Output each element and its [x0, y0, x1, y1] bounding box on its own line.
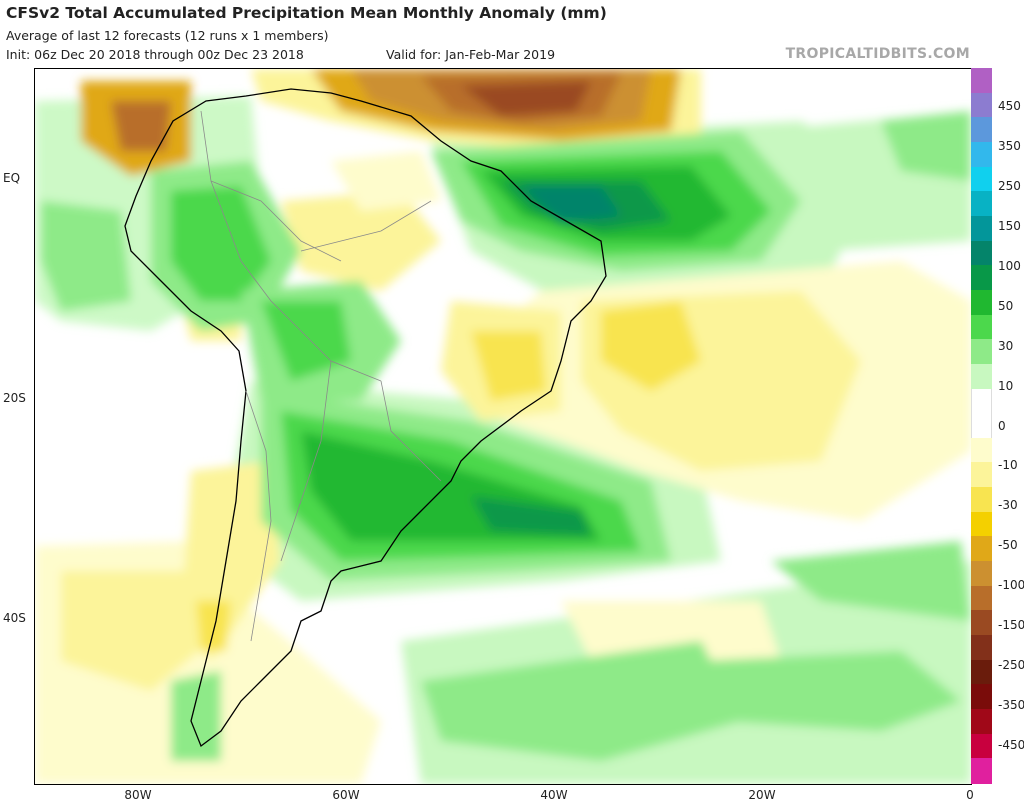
colorbar-label: -450: [998, 738, 1024, 752]
colorbar-segment: [971, 536, 992, 562]
map-title: CFSv2 Total Accumulated Precipitation Me…: [6, 4, 607, 22]
colorbar-segment: [971, 709, 992, 735]
coastlines: [124, 88, 607, 748]
colorbar-segment: [971, 561, 992, 587]
colorbar-segment: [971, 92, 992, 118]
colorbar-segment: [971, 659, 992, 685]
lon-label-0: 0: [966, 788, 974, 802]
colorbar-label: -10: [998, 458, 1018, 473]
valid-period: Valid for: Jan-Feb-Mar 2019: [386, 47, 556, 62]
colorbar-label: 350: [998, 138, 1021, 153]
colorbar-segment: [971, 733, 992, 759]
colorbar-label: -350: [998, 698, 1024, 713]
colorbar-segment: [971, 413, 992, 439]
colorbar-segment: [971, 117, 992, 143]
lon-label-40w: 40W: [540, 788, 568, 802]
colorbar-label: -150: [998, 618, 1024, 633]
colorbar-label: 0: [998, 418, 1006, 433]
colorbar-segment: [971, 215, 992, 242]
colorbar-segment: [971, 289, 992, 316]
colorbar-label: -250: [998, 658, 1024, 673]
colorbar-label: -100: [998, 578, 1024, 593]
colorbar-segment: [971, 191, 992, 217]
colorbar-segment: [971, 684, 992, 710]
colorbar-label: -50: [998, 538, 1018, 553]
colorbar-segment: [971, 585, 992, 611]
country-borders: [200, 110, 442, 642]
colorbar-segment: [971, 141, 992, 168]
colorbar-label: -30: [998, 498, 1018, 513]
colorbar-segment: [971, 166, 992, 192]
colorbar-segment: [971, 240, 992, 266]
colorbar-label: 30: [998, 338, 1014, 353]
colorbar-segment: [971, 487, 992, 513]
colorbar-segment: [971, 511, 992, 538]
colorbar-label: 100: [998, 258, 1021, 273]
colorbar-segment: [971, 363, 992, 390]
colorbar-segment: [971, 610, 992, 636]
colorbar-label: 250: [998, 178, 1021, 193]
lon-label-80w: 80W: [124, 788, 152, 802]
lat-label-eq: EQ: [3, 171, 21, 185]
lat-label-20s: 20S: [3, 391, 26, 405]
colorbar-segment: [971, 388, 992, 414]
colorbar-segment: [971, 314, 992, 340]
colorbar-label: 10: [998, 378, 1014, 393]
colorbar-segment: [971, 339, 992, 365]
anomaly-map: [34, 68, 972, 785]
colorbar-label: 450: [998, 99, 1021, 113]
colorbar-segment: [971, 635, 992, 661]
colorbar-segment: [971, 437, 992, 464]
colorbar-label: 50: [998, 298, 1014, 313]
colorbar-label: 150: [998, 218, 1021, 233]
anomaly-shading: [35, 69, 971, 784]
map-subtitle: Average of last 12 forecasts (12 runs x …: [6, 28, 329, 43]
brand-watermark: TROPICALTIDBITS.COM: [785, 46, 970, 62]
colorbar-segment: [971, 265, 992, 291]
lon-label-60w: 60W: [332, 788, 360, 802]
colorbar-segment: [971, 758, 992, 784]
lon-label-20w: 20W: [748, 788, 776, 802]
colorbar-segment: [971, 462, 992, 488]
colorbar: [971, 68, 992, 784]
lat-label-40s: 40S: [3, 611, 26, 625]
init-time: Init: 06z Dec 20 2018 through 00z Dec 23…: [6, 47, 304, 62]
colorbar-segment: [971, 68, 992, 94]
